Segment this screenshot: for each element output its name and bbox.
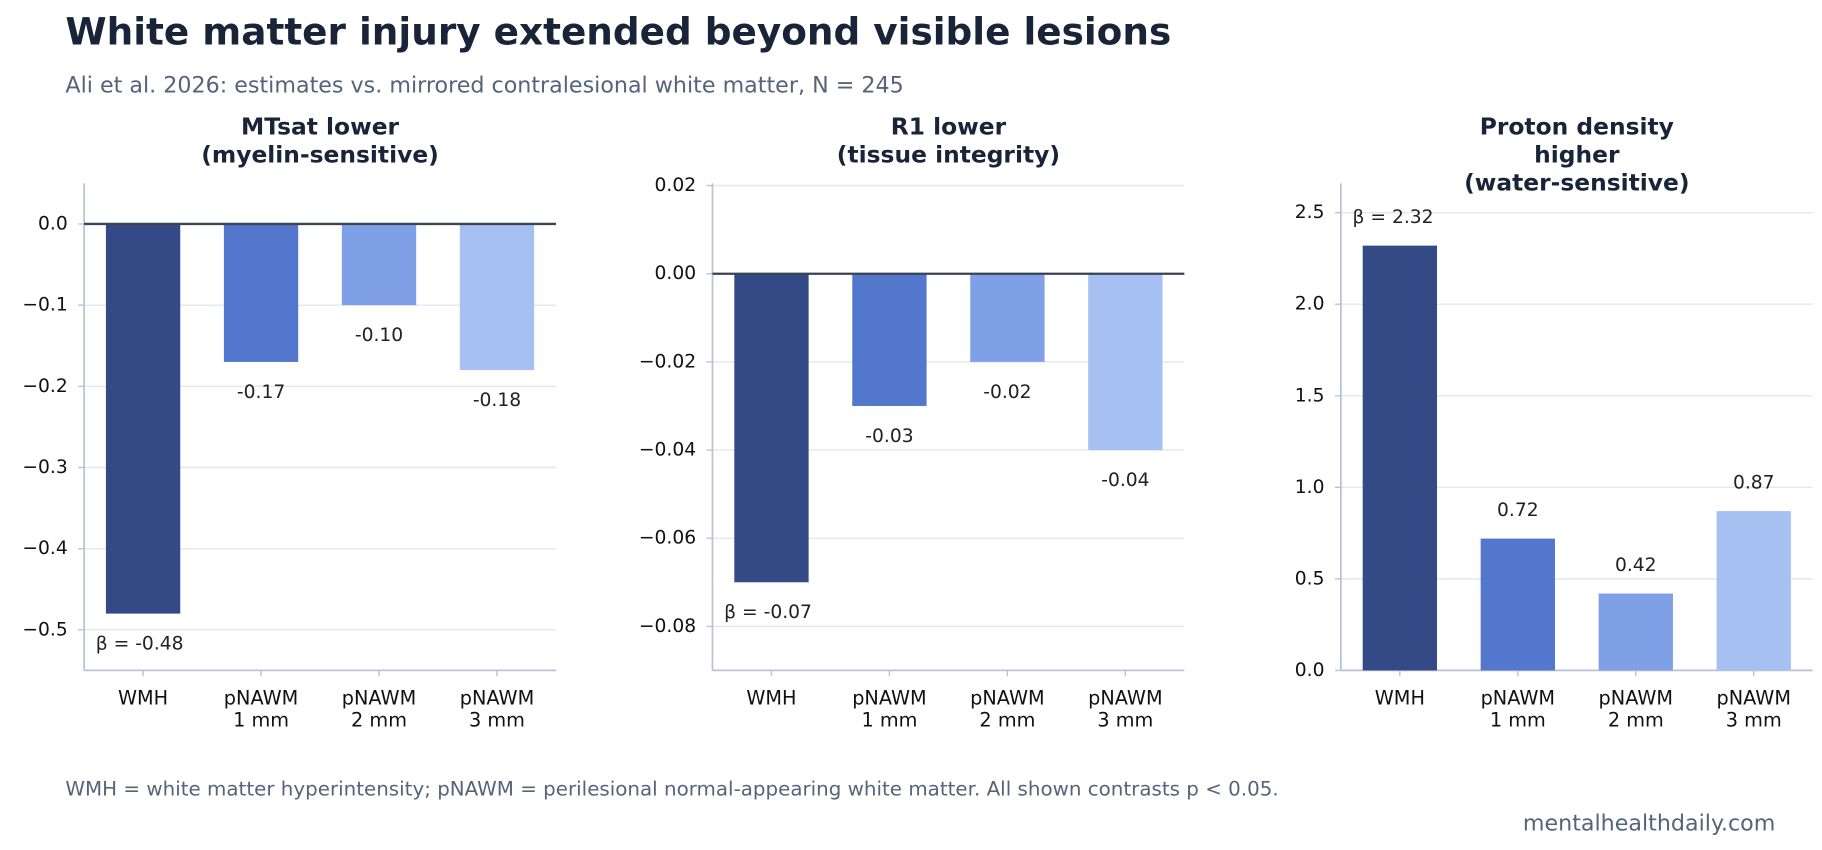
value-label: -0.03 <box>865 426 913 447</box>
value-label: 0.42 <box>1615 555 1657 576</box>
x-tick-label: pNAWM 2 mm <box>341 686 417 732</box>
bar <box>970 273 1045 362</box>
y-tick-label: −0.5 <box>22 619 67 640</box>
y-tick-label: 0.02 <box>655 175 697 196</box>
bar <box>852 273 927 406</box>
x-tick-label: pNAWM 1 mm <box>1480 686 1556 732</box>
y-tick-label: −0.2 <box>22 376 67 397</box>
bar <box>1088 273 1163 451</box>
y-tick-label: 1.0 <box>1295 477 1325 498</box>
x-tick-label: WMH <box>1374 686 1425 709</box>
value-label: 0.87 <box>1733 473 1775 494</box>
y-tick-label: 0.0 <box>38 213 68 234</box>
bar <box>1480 538 1555 671</box>
x-tick-label: WMH <box>117 686 169 709</box>
value-label: -0.18 <box>473 390 521 411</box>
page-title: White matter injury extended beyond visi… <box>65 9 1172 54</box>
bar <box>105 223 181 614</box>
y-tick-label: 0.00 <box>655 263 697 284</box>
value-label: β = -0.07 <box>724 602 812 623</box>
y-tick-label: 0.0 <box>1295 660 1325 681</box>
value-label: -0.04 <box>1101 470 1149 491</box>
y-tick-label: −0.1 <box>22 295 67 316</box>
chart-title: R1 lower (tissue integrity) <box>836 112 1061 169</box>
value-label: -0.02 <box>983 382 1031 403</box>
y-tick-label: 0.5 <box>1295 568 1325 589</box>
bar <box>1598 593 1673 671</box>
x-tick-label: pNAWM 3 mm <box>1716 686 1791 732</box>
y-tick-label: 2.0 <box>1295 294 1325 315</box>
y-tick-label: 1.5 <box>1295 385 1325 406</box>
bar <box>341 223 417 306</box>
bar <box>734 273 809 583</box>
value-label: 0.72 <box>1497 500 1539 521</box>
y-tick-label: −0.04 <box>639 440 696 461</box>
x-tick-label: pNAWM 2 mm <box>970 686 1045 732</box>
x-tick-label: pNAWM 3 mm <box>459 686 535 732</box>
value-label: β = 2.32 <box>1353 207 1434 228</box>
chart-title: Proton density higher (water-sensitive) <box>1464 112 1690 197</box>
footnote: WMH = white matter hyperintensity; pNAWM… <box>65 777 1279 802</box>
x-tick-label: WMH <box>746 686 797 709</box>
value-label: -0.17 <box>237 382 285 403</box>
chart-title: MTsat lower (myelin-sensitive) <box>201 112 439 169</box>
source: mentalhealthdaily.com <box>1522 810 1776 837</box>
x-tick-label: pNAWM 1 mm <box>852 686 927 732</box>
bar <box>223 223 299 362</box>
y-tick-label: −0.08 <box>639 616 696 637</box>
y-tick-label: −0.06 <box>639 528 696 549</box>
bar <box>1362 245 1438 671</box>
x-tick-label: pNAWM 2 mm <box>1598 686 1674 732</box>
y-tick-label: −0.02 <box>639 351 696 372</box>
subtitle: Ali et al. 2026: estimates vs. mirrored … <box>65 72 904 99</box>
bar <box>1716 511 1791 671</box>
x-tick-label: pNAWM 3 mm <box>1088 686 1163 732</box>
bar <box>459 223 535 371</box>
value-label: β = -0.48 <box>96 633 184 654</box>
y-tick-label: −0.4 <box>22 538 67 559</box>
y-tick-label: 2.5 <box>1295 202 1325 223</box>
y-tick-label: −0.3 <box>22 457 67 478</box>
x-tick-label: pNAWM 1 mm <box>223 686 299 732</box>
value-label: -0.10 <box>355 325 403 346</box>
